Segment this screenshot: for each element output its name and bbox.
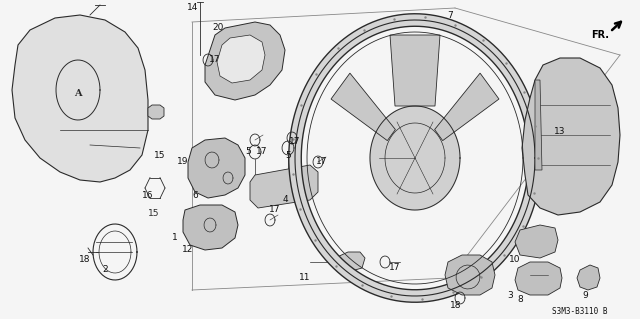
Text: 10: 10	[509, 256, 521, 264]
Polygon shape	[217, 35, 265, 83]
Polygon shape	[390, 35, 440, 106]
Text: FR.: FR.	[591, 30, 609, 40]
Text: 17: 17	[269, 205, 281, 214]
Text: S3M3-B3110 B: S3M3-B3110 B	[552, 308, 608, 316]
Polygon shape	[188, 138, 245, 198]
Polygon shape	[148, 105, 164, 119]
Polygon shape	[515, 225, 558, 258]
Text: 1: 1	[172, 234, 178, 242]
Text: 9: 9	[582, 291, 588, 300]
Text: 12: 12	[182, 246, 194, 255]
Text: 14: 14	[188, 4, 198, 12]
Text: 8: 8	[517, 295, 523, 305]
Text: 20: 20	[212, 24, 224, 33]
Text: 18: 18	[451, 300, 461, 309]
Text: 5: 5	[245, 147, 251, 157]
Polygon shape	[445, 255, 495, 295]
Text: 13: 13	[554, 128, 566, 137]
Text: 2: 2	[102, 265, 108, 275]
Polygon shape	[335, 252, 365, 272]
Polygon shape	[577, 265, 600, 290]
Polygon shape	[522, 58, 620, 215]
Polygon shape	[250, 165, 318, 208]
Text: 19: 19	[177, 158, 189, 167]
Polygon shape	[535, 80, 542, 170]
Text: 5: 5	[285, 151, 291, 160]
Polygon shape	[331, 73, 396, 141]
Polygon shape	[515, 262, 562, 295]
Text: 17: 17	[209, 56, 221, 64]
Text: 3: 3	[507, 291, 513, 300]
Text: 16: 16	[142, 190, 154, 199]
Text: 17: 17	[389, 263, 401, 272]
Text: 18: 18	[79, 256, 91, 264]
Text: A: A	[74, 88, 82, 98]
Polygon shape	[370, 106, 460, 210]
Text: 15: 15	[148, 209, 159, 218]
Text: 17: 17	[289, 137, 301, 146]
Text: 4: 4	[282, 196, 288, 204]
Polygon shape	[183, 205, 238, 250]
Polygon shape	[12, 15, 148, 182]
Text: 17: 17	[256, 147, 268, 157]
Text: 6: 6	[192, 190, 198, 199]
Polygon shape	[205, 22, 285, 100]
Text: 15: 15	[154, 151, 166, 160]
Text: 7: 7	[447, 11, 453, 19]
Text: 11: 11	[300, 273, 311, 283]
Polygon shape	[435, 73, 499, 141]
Text: 17: 17	[316, 158, 328, 167]
